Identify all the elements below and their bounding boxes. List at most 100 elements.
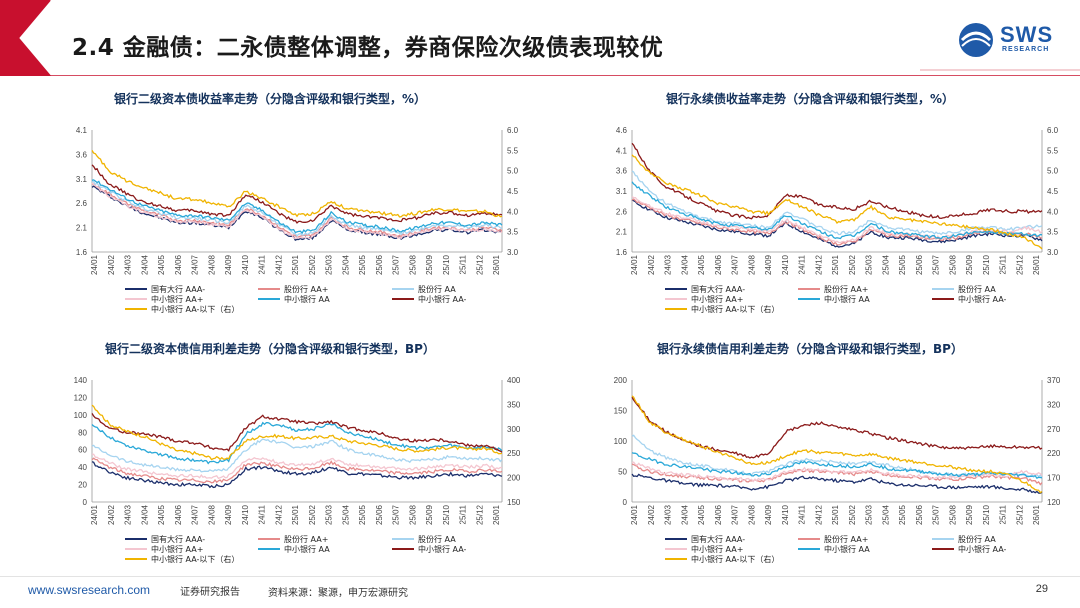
y-tick-label: 200 [614,376,628,385]
y2-tick-label: 170 [1047,474,1061,483]
y2-tick-label: 350 [507,400,521,409]
x-tick-label: 24/01 [630,504,639,525]
legend-label: 中小银行 AA-以下（右） [691,304,779,314]
x-tick-label: 25/10 [442,254,451,275]
x-tick-label: 24/09 [764,254,773,275]
x-tick-label: 25/03 [325,504,334,525]
series-line-5 [631,452,1043,480]
series-line-7 [91,404,503,461]
x-tick-label: 25/06 [915,254,924,275]
x-tick-label: 25/02 [308,254,317,275]
y-tick-label: 140 [74,376,88,385]
x-tick-label: 24/11 [258,504,267,524]
series-line-2 [91,457,503,484]
page-title: 2.4 金融债：二永债整体调整，券商保险次级债表现较优 [72,35,664,61]
legend-label: 国有大行 AAA- [691,534,745,544]
x-tick-label: 25/04 [341,504,350,525]
legend-label: 股份行 AA [958,534,996,544]
x-tick-label: 24/02 [107,254,116,275]
header-accent-bar [0,0,1080,76]
series-line-6 [91,164,503,224]
footer-url-link[interactable]: www.swsresearch.com [28,583,151,597]
x-tick-label: 24/03 [124,504,133,525]
legend-label: 国有大行 AAA- [691,284,745,294]
legend-label: 中小银行 AA-以下（右） [151,554,239,564]
y-tick-label: 3.6 [76,150,88,159]
x-tick-label: 25/09 [425,504,434,525]
x-tick-label: 24/11 [258,254,267,274]
x-tick-label: 24/04 [140,504,149,525]
x-tick-label: 24/02 [107,504,116,525]
x-tick-label: 24/06 [174,254,183,275]
x-tick-label: 24/01 [90,254,99,275]
y2-tick-label: 5.5 [1047,146,1059,155]
legend-label: 国有大行 AAA- [151,534,205,544]
x-tick-label: 25/09 [425,254,434,275]
x-tick-label: 26/01 [1032,254,1041,275]
series-line-7 [631,154,1043,250]
y2-tick-label: 6.0 [1047,126,1059,135]
y-tick-label: 100 [614,437,628,446]
x-tick-label: 25/10 [442,504,451,525]
x-tick-label: 25/03 [865,254,874,275]
x-tick-label: 25/11 [459,254,468,274]
chart-3-svg: 0 20 40 60 80 100 120 140 150 200 250 300 350 400 24/0… [74,376,521,564]
legend-label: 中小银行 AA- [958,294,1007,304]
y-tick-label: 4.6 [616,126,628,135]
legend-label: 中小银行 AA-以下（右） [691,554,779,564]
y2-tick-label: 3.0 [507,248,519,257]
x-tick-label: 24/07 [191,254,200,275]
x-tick-label: 25/08 [948,254,957,275]
x-tick-label: 25/07 [932,254,941,275]
y2-tick-label: 150 [507,498,521,507]
x-tick-label: 24/09 [224,254,233,275]
logo-text: SWS [1000,22,1054,47]
x-tick-label: 24/08 [747,254,756,275]
x-tick-label: 26/01 [1032,504,1041,525]
x-tick-label: 24/05 [697,504,706,525]
series-line-7 [91,149,503,218]
x-tick-label: 24/08 [207,504,216,525]
y-tick-label: 2.1 [616,228,628,237]
y2-tick-label: 320 [1047,400,1061,409]
x-tick-label: 25/05 [358,254,367,275]
x-tick-label: 24/03 [124,254,133,275]
x-tick-label: 26/01 [492,504,501,525]
legend-label: 股份行 AA+ [824,284,868,294]
chart-panel-4: 银行永续债信用利差走势（分隐含评级和银行类型，BP） 0 50 100 150 200 1… [540,340,1080,590]
x-tick-label: 24/04 [140,254,149,275]
series-line-6 [91,413,503,453]
y-tick-label: 4.1 [76,126,88,135]
x-tick-label: 24/07 [191,504,200,525]
y-tick-label: 0 [83,498,88,507]
footer-source: 资料来源：聚源，申万宏源研究 [268,588,408,599]
series-line-3 [91,438,503,473]
footer-report-label: 证券研究报告 [180,587,240,598]
x-tick-label: 25/03 [325,254,334,275]
y2-tick-label: 5.0 [507,167,519,176]
x-tick-label: 25/12 [475,504,484,525]
chart-panel-1: 银行二级资本债收益率走势（分隐含评级和银行类型，%） 1.6 2.1 2.6 3.1 3… [0,90,540,340]
x-tick-label: 24/05 [697,254,706,275]
x-tick-label: 25/08 [408,254,417,275]
legend-label: 中小银行 AA- [418,544,467,554]
x-tick-label: 24/09 [764,504,773,525]
x-tick-label: 25/01 [291,254,300,275]
chart-panel-3: 银行二级资本债信用利差走势（分隐含评级和银行类型，BP） 0 20 40 60 80 10… [0,340,540,590]
series-line-1 [631,199,1043,248]
y-tick-label: 80 [78,428,87,437]
y-tick-label: 2.6 [76,199,88,208]
x-tick-label: 24/11 [798,504,807,524]
x-tick-label: 24/03 [664,254,673,275]
series-line-3 [631,434,1043,479]
legend-label: 中小银行 AA- [958,544,1007,554]
y2-tick-label: 3.5 [1047,228,1059,237]
y-tick-label: 50 [618,468,627,477]
y2-tick-label: 4.5 [507,187,519,196]
x-tick-label: 25/02 [848,504,857,525]
y-tick-label: 2.6 [616,207,628,216]
x-tick-label: 24/07 [731,504,740,525]
series-line-4 [91,453,503,480]
sws-logo: SWS RESEARCH [956,20,1056,60]
y-tick-label: 2.1 [76,224,88,233]
